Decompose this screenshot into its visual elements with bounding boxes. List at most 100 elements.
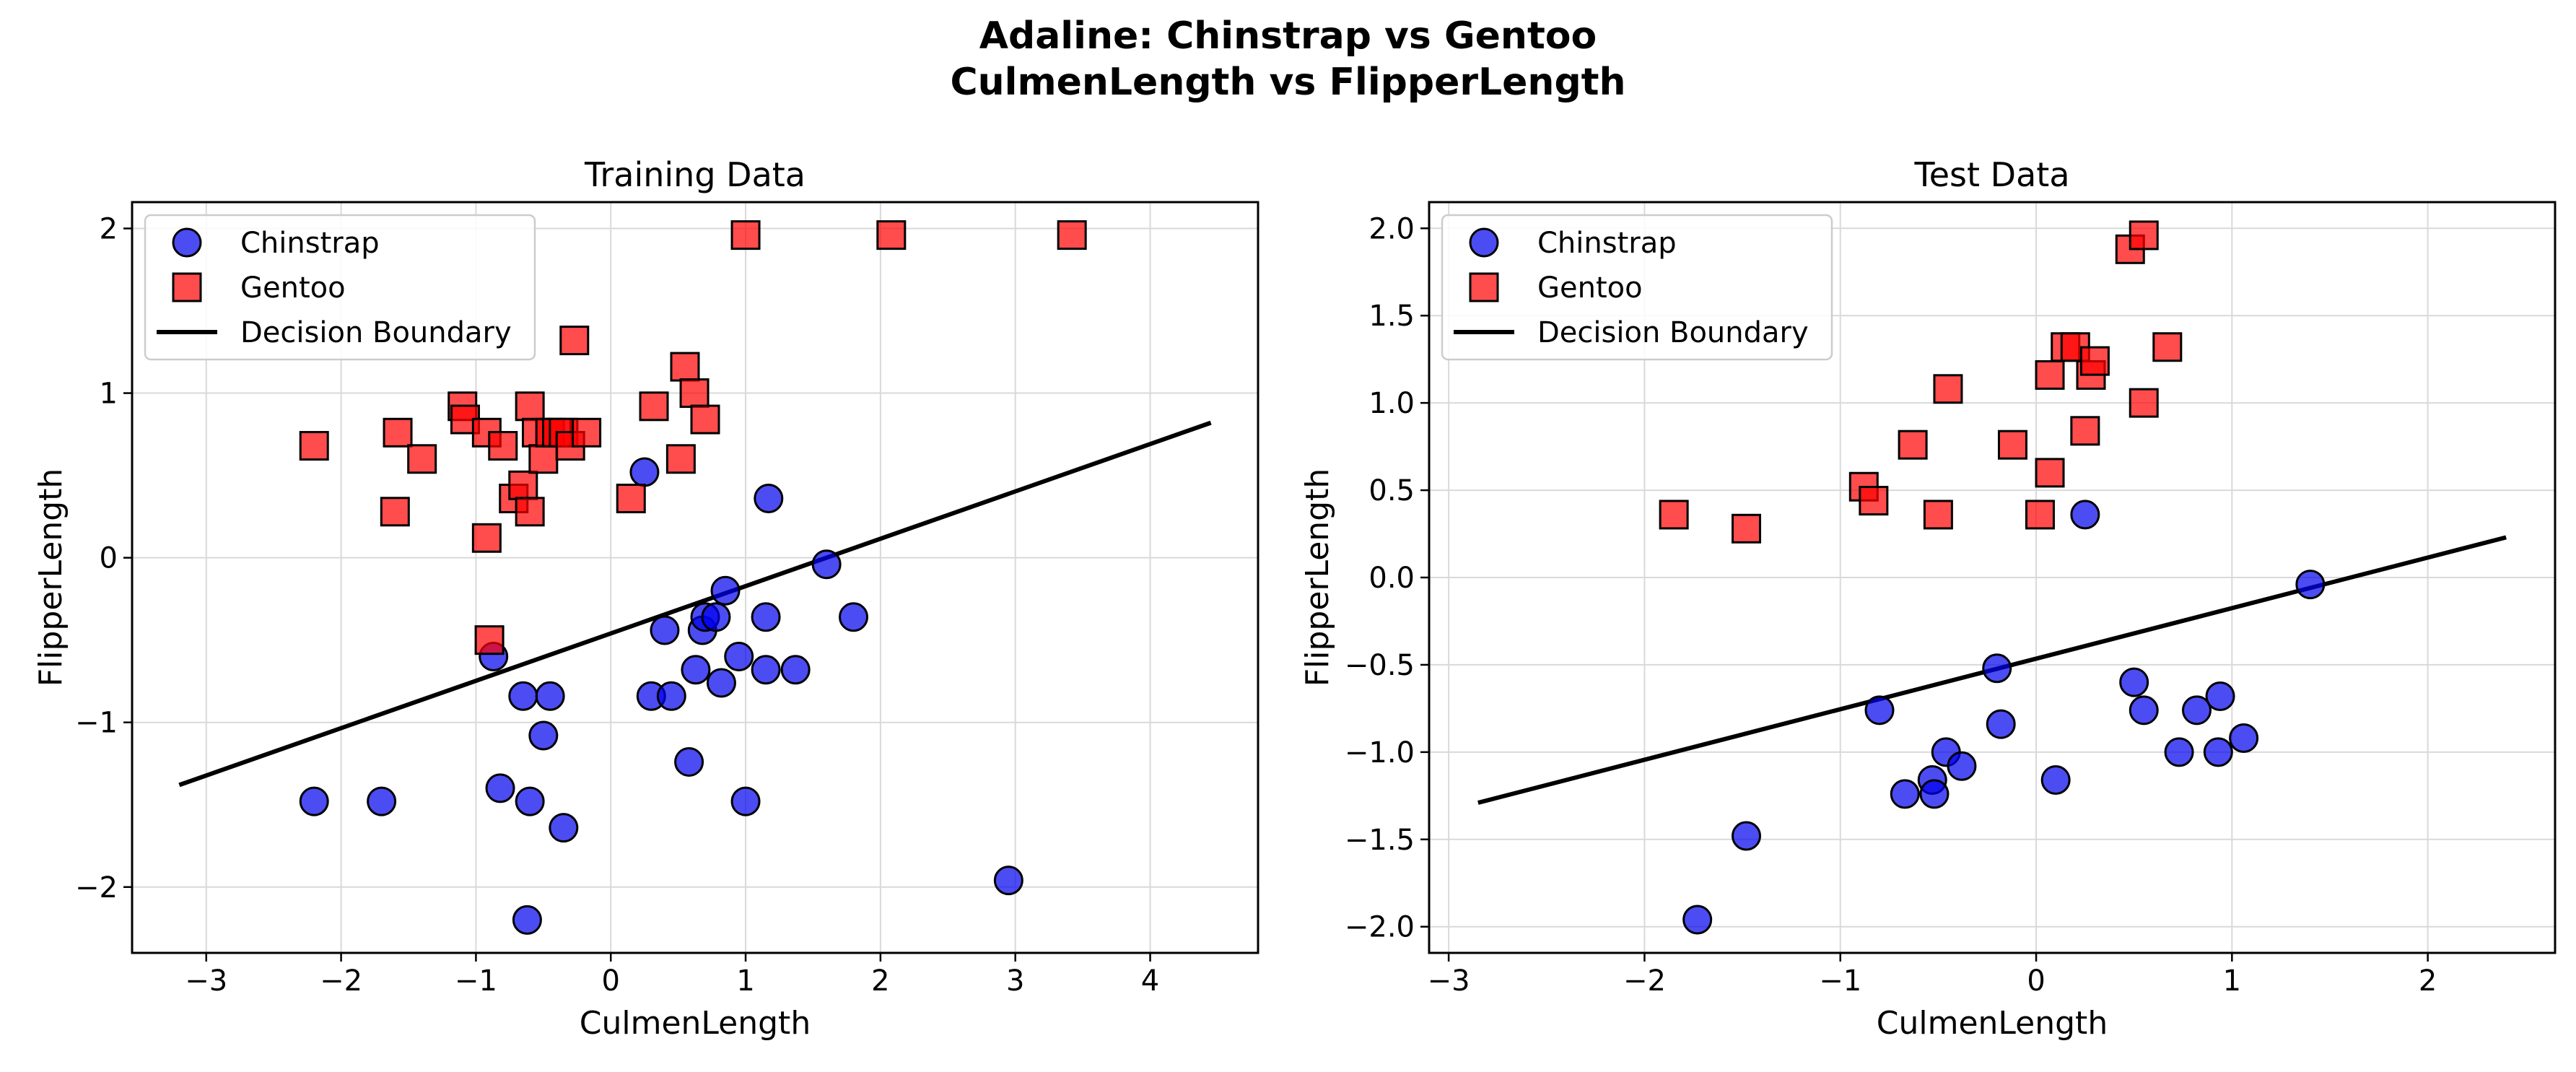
legend-chinstrap-marker [1469, 227, 1499, 258]
chinstrap-point [2203, 737, 2233, 767]
chinstrap-point [730, 786, 761, 816]
chinstrap-point [674, 746, 704, 777]
legend-gentoo-marker [1469, 272, 1499, 302]
chinstrap-point [2295, 570, 2326, 600]
legend-chinstrap-marker [172, 227, 202, 258]
chinstrap-point [650, 615, 680, 645]
gentoo-point [639, 391, 669, 422]
chinstrap-point [629, 457, 660, 487]
gentoo-point [679, 378, 710, 409]
x-tick-label: −2 [1623, 964, 1666, 998]
gentoo-point [299, 431, 329, 461]
x-tick-label: 4 [1141, 964, 1159, 998]
gentoo-point [1732, 513, 1762, 544]
chinstrap-point [2229, 723, 2259, 754]
chinstrap-point [839, 602, 869, 632]
gentoo-point [2070, 416, 2100, 446]
y-tick-label: 0 [100, 542, 118, 575]
gentoo-point [407, 444, 437, 474]
legend-label-gentoo: Gentoo [240, 271, 346, 305]
chinstrap-point [2040, 765, 2071, 796]
chinstrap-point [2205, 681, 2235, 711]
x-axis-label: CulmenLength [1877, 1005, 2108, 1042]
chinstrap-point [751, 602, 781, 632]
grid-lines [132, 202, 1258, 953]
chinstrap-point [2119, 667, 2149, 697]
y-tick-label: −2 [75, 871, 118, 905]
gentoo-point [559, 326, 590, 356]
chinstrap-point [2129, 695, 2159, 725]
subplot-test: −3 −2 −1 0 1 2 −2.0 −1.5 −1.0 −0.5 0.0 0.5 1.0 1.5 2.0… [1299, 155, 2557, 1042]
data-layer [1477, 220, 2507, 935]
gentoo-point [383, 417, 413, 448]
y-tick-label: −2.0 [1345, 911, 1415, 944]
chinstrap-point [1986, 709, 2016, 739]
gentoo-point [2035, 359, 2065, 390]
grid-lines [1429, 202, 2555, 953]
y-axis-label: FlipperLength [1299, 469, 1336, 687]
gentoo-point [471, 523, 502, 553]
gentoo-point [665, 444, 696, 474]
legend-label-chinstrap: Chinstrap [240, 227, 380, 260]
chinstrap-point [2164, 737, 2194, 767]
gentoo-point [2152, 332, 2183, 362]
figure-title-line-1: Adaline: Chinstrap vs Gentoo [979, 14, 1597, 58]
chinstrap-point [515, 786, 545, 816]
legend-label-chinstrap: Chinstrap [1537, 227, 1677, 260]
legend-gentoo-marker [172, 272, 202, 302]
gentoo-point [2035, 458, 2065, 488]
legend-label-boundary: Decision Boundary [240, 316, 512, 349]
y-tick-label: 1.0 [1368, 387, 1415, 420]
axes-frame [131, 201, 1259, 954]
gentoo-point [488, 431, 518, 461]
chinstrap-point [299, 786, 329, 816]
legend-label-gentoo: Gentoo [1537, 271, 1643, 305]
gentoo-point [1898, 430, 1928, 460]
chinstrap-point [701, 602, 731, 632]
y-tick-label: 1 [100, 378, 118, 411]
y-tick-label: 1.5 [1368, 300, 1415, 333]
chinstrap-point [811, 549, 842, 580]
chinstrap-point [656, 681, 686, 711]
gentoo-point [515, 497, 545, 527]
chinstrap-point [724, 641, 754, 671]
chinstrap-point [528, 720, 559, 751]
x-axis-label: CulmenLength [580, 1005, 811, 1042]
gentoo-point [2079, 346, 2110, 376]
gentoo-point [876, 220, 907, 250]
data-layer [178, 220, 1212, 935]
gentoo-point [1933, 374, 1963, 404]
chinstrap-point [751, 655, 781, 685]
chinstrap-point [681, 655, 711, 685]
gentoo-point [1859, 486, 1889, 516]
chinstrap-point [508, 681, 538, 711]
gentoo-point [508, 470, 538, 500]
gentoo-point [515, 391, 545, 422]
chinstrap-point [1890, 779, 1920, 809]
gentoo-point [1659, 500, 1689, 530]
chinstrap-point [549, 813, 579, 843]
x-tick-label: −2 [320, 964, 362, 998]
gentoo-point [2129, 388, 2159, 418]
chinstrap-point [754, 484, 784, 514]
x-tick-label: −1 [455, 964, 497, 998]
y-tick-label: 2.0 [1368, 212, 1415, 245]
x-tick-label: −3 [1428, 964, 1470, 998]
chinstrap-point [512, 905, 542, 935]
x-tick-label: −3 [185, 964, 227, 998]
chinstrap-point [780, 655, 811, 685]
decision-boundary-line [178, 420, 1212, 788]
gentoo-point [730, 220, 761, 250]
legend-box [144, 214, 536, 361]
gentoo-point [1997, 430, 2027, 460]
y-axis-label: FlipperLength [32, 469, 69, 687]
gentoo-point [572, 417, 602, 448]
x-tick-label: 2 [2419, 964, 2437, 998]
subplot-title: Training Data [584, 155, 805, 194]
y-tick-label: −1.0 [1345, 736, 1415, 770]
y-tick-label: 2 [100, 212, 118, 245]
chinstrap-point [1919, 779, 1950, 809]
chinstrap-point [535, 681, 565, 711]
x-tick-label: −1 [1819, 964, 1861, 998]
